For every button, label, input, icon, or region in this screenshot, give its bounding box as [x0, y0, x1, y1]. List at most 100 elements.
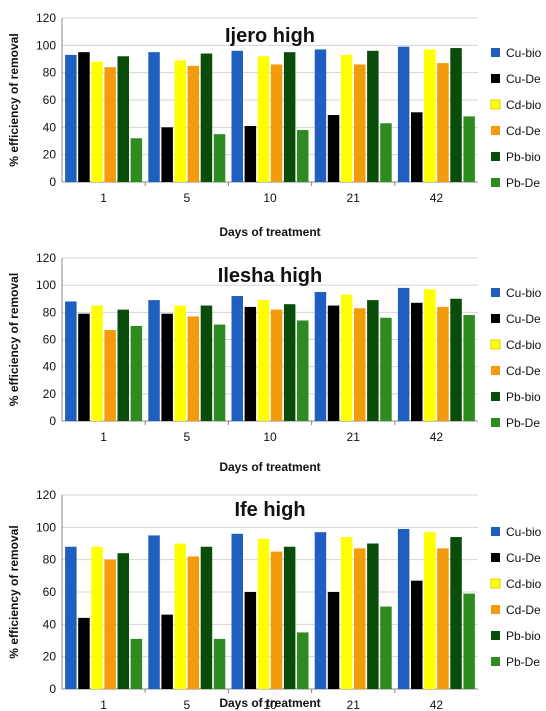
bar-pb-de-day-42 [463, 593, 475, 689]
y-tick-label: 40 [43, 360, 57, 374]
legend-swatch [491, 392, 500, 401]
bar-cd-de-day-21 [354, 308, 366, 421]
x-tick-label: 5 [183, 698, 190, 711]
legend-swatch [491, 605, 500, 614]
bar-cu-bio-day-10 [231, 533, 243, 689]
bar-cu-de-day-5 [161, 313, 173, 421]
y-tick-label: 80 [43, 66, 57, 80]
bar-cu-bio-day-10 [231, 296, 243, 421]
bar-cd-bio-day-5 [174, 543, 186, 689]
legend-swatch [490, 339, 501, 350]
bar-cd-bio-day-42 [424, 289, 436, 421]
bar-cd-de-day-21 [354, 548, 366, 689]
bar-cu-bio-day-42 [397, 46, 410, 183]
legend-label: Cd-bio [506, 338, 542, 352]
x-tick-label: 10 [263, 430, 277, 444]
bar-cu-de-day-1 [78, 52, 90, 182]
bar-cd-bio-day-5 [174, 60, 186, 182]
bar-pb-bio-day-5 [200, 305, 213, 421]
legend-label: Cu-De [506, 551, 541, 565]
x-tick-label: 42 [430, 430, 444, 444]
x-tick-label: 21 [347, 698, 361, 711]
bar-pb-bio-day-21 [367, 543, 379, 689]
chart-panel-3: 0 20 40 60 80 100 120 1 5 10 21 42 Ife high Days of t… [7, 488, 542, 711]
y-tick-label: 0 [49, 682, 56, 696]
bar-pb-de-day-5 [213, 638, 226, 689]
x-tick-label: 21 [347, 430, 361, 444]
bar-pb-bio-day-1 [117, 553, 129, 689]
bar-pb-bio-day-21 [367, 50, 379, 182]
y-tick-label: 0 [49, 414, 56, 428]
bar-cd-de-day-42 [437, 63, 449, 182]
legend-swatch [491, 553, 500, 562]
legend-label: Pb-De [506, 655, 540, 669]
bar-cd-de-day-5 [187, 65, 200, 182]
bar-cd-de-day-1 [104, 67, 116, 182]
legend-label: Cd-De [506, 364, 541, 378]
legend-swatch [490, 99, 501, 110]
x-tick-label: 5 [183, 191, 190, 205]
legend-swatch [491, 48, 500, 57]
legend-swatch [491, 178, 500, 187]
legend-label: Pb-De [506, 416, 540, 430]
bar-pb-de-day-1 [130, 638, 143, 689]
legend-label: Cd-bio [506, 98, 542, 112]
legend: Cu-bio Cu-De Cd-bio Cd-De Pb-bio Pb-De [490, 46, 542, 190]
bar-cd-de-day-5 [187, 556, 200, 689]
bar-cu-bio-day-5 [148, 535, 160, 689]
x-tick-label: 10 [263, 698, 277, 711]
bar-cu-de-day-21 [327, 305, 340, 421]
legend-swatch [491, 657, 500, 666]
chart-panel-1: 0 20 40 60 80 100 120 1 5 10 21 42 Ijero high Days of… [7, 11, 542, 239]
bar-cu-bio-day-10 [231, 50, 243, 182]
chart-panel-2: 0 20 40 60 80 100 120 1 5 10 21 42 Ilesha high Days o… [7, 251, 542, 474]
bar-cu-de-day-21 [327, 592, 340, 689]
legend: Cu-bio Cu-De Cd-bio Cd-De Pb-bio Pb-De [490, 525, 542, 669]
x-tick-label: 42 [430, 191, 444, 205]
bar-cd-bio-day-1 [91, 61, 103, 182]
legend-label: Cd-bio [506, 577, 542, 591]
bar-cd-de-day-10 [270, 309, 283, 421]
legend-swatch [490, 578, 501, 589]
bar-cu-de-day-42 [411, 302, 423, 421]
bar-cd-de-day-1 [104, 559, 116, 689]
bar-cu-de-day-21 [327, 115, 340, 182]
legend-label: Pb-bio [506, 390, 541, 404]
bar-pb-bio-day-42 [450, 48, 462, 182]
y-axis-label: % efficiency of removal [7, 33, 21, 166]
bar-pb-de-day-1 [130, 138, 143, 182]
y-tick-label: 60 [43, 333, 57, 347]
legend-label: Cu-De [506, 312, 541, 326]
legend-label: Pb-De [506, 176, 540, 190]
bar-cd-de-day-5 [187, 316, 200, 421]
y-axis-label: % efficiency of removal [7, 273, 21, 406]
legend-label: Cd-De [506, 603, 541, 617]
legend-swatch [491, 314, 500, 323]
x-tick-label: 21 [347, 191, 361, 205]
bar-pb-bio-day-1 [117, 56, 129, 183]
bar-cd-de-day-21 [354, 64, 366, 182]
legend-swatch [491, 631, 500, 640]
chart-title: Ilesha high [218, 265, 322, 287]
bar-cd-bio-day-21 [340, 537, 353, 689]
y-tick-label: 120 [36, 251, 56, 265]
x-tick-label: 1 [100, 430, 107, 444]
bar-pb-de-day-21 [380, 317, 392, 421]
x-tick-label: 10 [263, 191, 277, 205]
y-tick-label: 20 [43, 148, 57, 162]
bar-pb-bio-day-10 [283, 304, 296, 421]
bar-cd-de-day-10 [270, 551, 283, 689]
bar-cd-bio-day-1 [91, 305, 103, 421]
bar-cu-bio-day-1 [65, 301, 77, 421]
y-tick-label: 60 [43, 585, 57, 599]
bar-cu-de-day-1 [78, 313, 90, 421]
x-axis-label: Days of treatment [219, 696, 320, 710]
bar-cd-bio-day-1 [91, 546, 103, 689]
legend-label: Cu-bio [506, 46, 542, 60]
bar-cd-bio-day-42 [424, 532, 436, 689]
bar-cd-bio-day-21 [340, 54, 353, 182]
bar-pb-bio-day-1 [117, 309, 129, 421]
bar-cd-bio-day-10 [257, 538, 270, 689]
chart-title: Ijero high [225, 25, 315, 47]
bar-cd-bio-day-10 [257, 56, 270, 183]
